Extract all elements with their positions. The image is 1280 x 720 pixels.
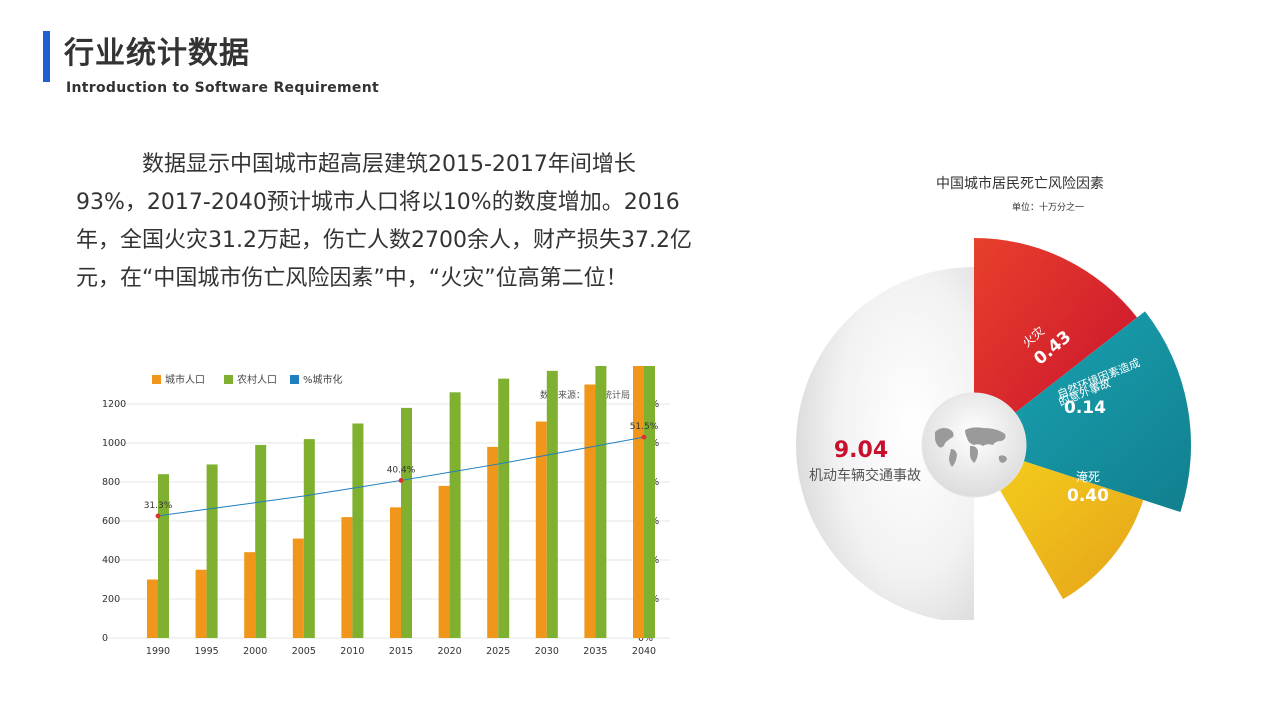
bar-urban-2010 [341,517,353,638]
x-tick-2025: 2025 [486,646,510,657]
rate-label-2040: 51.5% [630,422,659,432]
intro-paragraph: 数据显示中国城市超高层建筑2015-2017年间增长93%，2017-2040预… [76,152,692,291]
x-tick-1990: 1990 [146,646,170,657]
bar-urban-2020 [438,485,450,638]
bar-urban-1990 [147,579,158,638]
bar-rural-2010 [352,423,364,638]
y-left-tick: 800 [102,477,120,488]
bar-urban-2015 [390,507,401,638]
x-tick-2035: 2035 [583,646,607,657]
legend-label: 农村人口 [237,373,277,386]
slice-label-drowning: 淹死 [1076,470,1100,484]
chart-legend: 城市人口 农村人口 %城市化 [152,373,343,386]
bar-urban-2000 [244,552,256,638]
bar-urban-2030 [535,421,547,638]
rate-point-1990 [155,513,161,519]
y-right-tick: 0% [638,633,653,644]
death-risk-chart: 中国城市居民死亡风险因素 单位：十万分之一 火灾 0.43 自然环境因素造成 的… [796,175,1191,620]
bar-urban-2005 [292,538,304,638]
slice-value-natural: 0.14 [1064,398,1106,418]
y-left-tick: 200 [102,594,120,605]
bar-rural-1995 [206,464,218,638]
bar-rural-2025 [498,378,510,638]
y-left-tick: 400 [102,555,120,566]
bar-rural-2020 [449,392,461,638]
risk-chart-title: 中国城市居民死亡风险因素 [936,175,1104,192]
bar-urban-2035 [584,384,596,638]
y-axis-left: 0 200 400 600 800 1000 1200 [102,399,126,644]
bar-rural-2040 [644,366,655,638]
slice-value-traffic: 9.04 [834,438,888,463]
x-tick-2040: 2040 [632,646,656,657]
x-axis: 1990 1995 2000 2005 2010 2015 2020 2025 2030 2035… [146,646,656,657]
chart-bars [147,366,655,638]
page-title: 行业统计数据 [64,36,250,71]
urbanization-line: 31.3% 40.4% 51.5% [144,422,659,519]
chart-gridlines [104,403,670,639]
bar-urban-2040 [633,366,644,638]
legend-swatch [152,375,161,384]
bar-rural-2005 [303,439,315,638]
legend-swatch [290,375,299,384]
title-accent-bar [43,31,50,82]
bar-rural-1990 [158,474,169,638]
x-tick-1995: 1995 [195,646,219,657]
x-tick-2005: 2005 [292,646,316,657]
bar-urban-2025 [487,446,499,638]
slice-natural [974,311,1191,513]
x-tick-2020: 2020 [438,646,462,657]
bar-rural-2035 [595,366,607,638]
x-tick-2000: 2000 [243,646,267,657]
slice-drowning [974,445,1144,600]
rate-point-2040 [641,434,647,440]
page-subtitle: Introduction to Software Requirement [66,80,379,96]
rate-label-1990: 31.3% [144,501,173,511]
rate-label-2015: 40.4% [387,465,416,475]
y-left-tick: 1000 [102,438,126,449]
rate-point-2015 [398,478,404,483]
bar-rural-2000 [255,444,267,638]
bar-rural-2030 [546,370,558,638]
slice-value-drowning: 0.40 [1067,486,1109,506]
slice-fire [974,238,1138,445]
legend-label: 城市人口 [165,373,205,386]
slice-label-traffic: 机动车辆交通事故 [809,467,921,484]
slice-traffic [796,267,974,620]
x-tick-2010: 2010 [340,646,364,657]
y-left-tick: 600 [102,516,120,527]
y-left-tick: 0 [102,633,108,644]
world-map-icon [935,427,1007,467]
risk-chart-unit: 单位：十万分之一 [1012,201,1084,213]
x-tick-2030: 2030 [535,646,559,657]
y-left-tick: 1200 [102,399,126,410]
legend-label: %城市化 [303,373,343,386]
legend-swatch [224,375,233,384]
bar-urban-1995 [195,569,207,638]
bar-rural-2015 [401,407,412,638]
x-tick-2015: 2015 [389,646,413,657]
